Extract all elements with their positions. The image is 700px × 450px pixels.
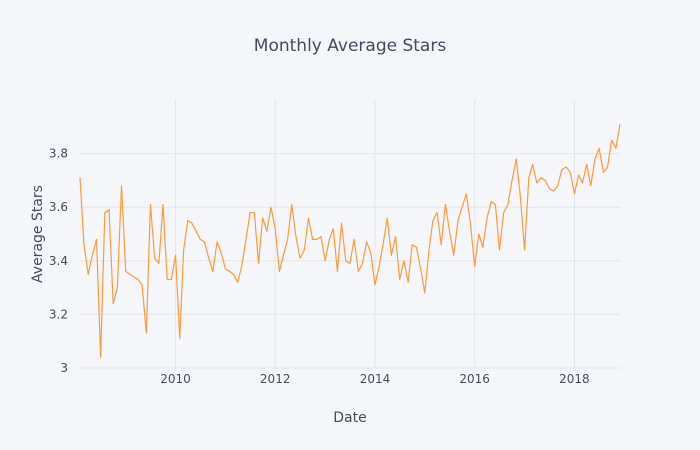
y-tick-label: 3 — [60, 361, 68, 375]
series-line — [79, 124, 621, 358]
chart-title: Monthly Average Stars — [254, 36, 447, 56]
x-axis-label: Date — [333, 410, 366, 426]
y-tick-label: 3.6 — [49, 200, 68, 214]
y-tick-label: 3.4 — [49, 254, 68, 268]
x-tick-label: 2012 — [260, 372, 291, 386]
series-layer — [79, 124, 621, 358]
x-tick-label: 2016 — [459, 372, 490, 386]
x-tick-label: 2018 — [559, 372, 590, 386]
x-tick-label: 2014 — [360, 372, 391, 386]
x-tick-label: 2010 — [160, 372, 191, 386]
y-tick-label: 3.8 — [49, 147, 68, 161]
y-tick-labels: 3 3.2 3.4 3.6 3.8 — [49, 147, 68, 375]
x-tick-labels: 2010 2012 2014 2016 2018 — [160, 372, 589, 386]
y-axis-label: Average Stars — [30, 185, 46, 283]
y-tick-label: 3.2 — [49, 307, 68, 321]
